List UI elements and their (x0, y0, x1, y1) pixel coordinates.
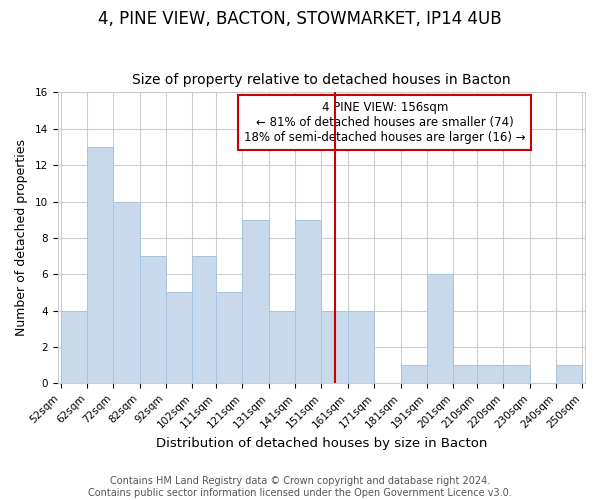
Y-axis label: Number of detached properties: Number of detached properties (15, 140, 28, 336)
X-axis label: Distribution of detached houses by size in Bacton: Distribution of detached houses by size … (156, 437, 487, 450)
Text: Contains HM Land Registry data © Crown copyright and database right 2024.
Contai: Contains HM Land Registry data © Crown c… (88, 476, 512, 498)
Bar (87, 147, 113, 384)
Bar (427, 274, 453, 384)
Bar (348, 310, 374, 384)
Bar (556, 366, 583, 384)
Bar (503, 366, 530, 384)
Bar (453, 366, 477, 384)
Bar (216, 292, 242, 384)
Bar (401, 366, 427, 384)
Bar (477, 366, 503, 384)
Bar (269, 310, 295, 384)
Bar (113, 202, 140, 384)
Bar (295, 220, 322, 384)
Bar (166, 292, 193, 384)
Bar (193, 256, 216, 384)
Bar (61, 310, 87, 384)
Title: Size of property relative to detached houses in Bacton: Size of property relative to detached ho… (132, 73, 511, 87)
Text: 4, PINE VIEW, BACTON, STOWMARKET, IP14 4UB: 4, PINE VIEW, BACTON, STOWMARKET, IP14 4… (98, 10, 502, 28)
Bar (322, 310, 348, 384)
Bar (140, 256, 166, 384)
Text: 4 PINE VIEW: 156sqm
← 81% of detached houses are smaller (74)
18% of semi-detach: 4 PINE VIEW: 156sqm ← 81% of detached ho… (244, 101, 526, 144)
Bar (242, 220, 269, 384)
